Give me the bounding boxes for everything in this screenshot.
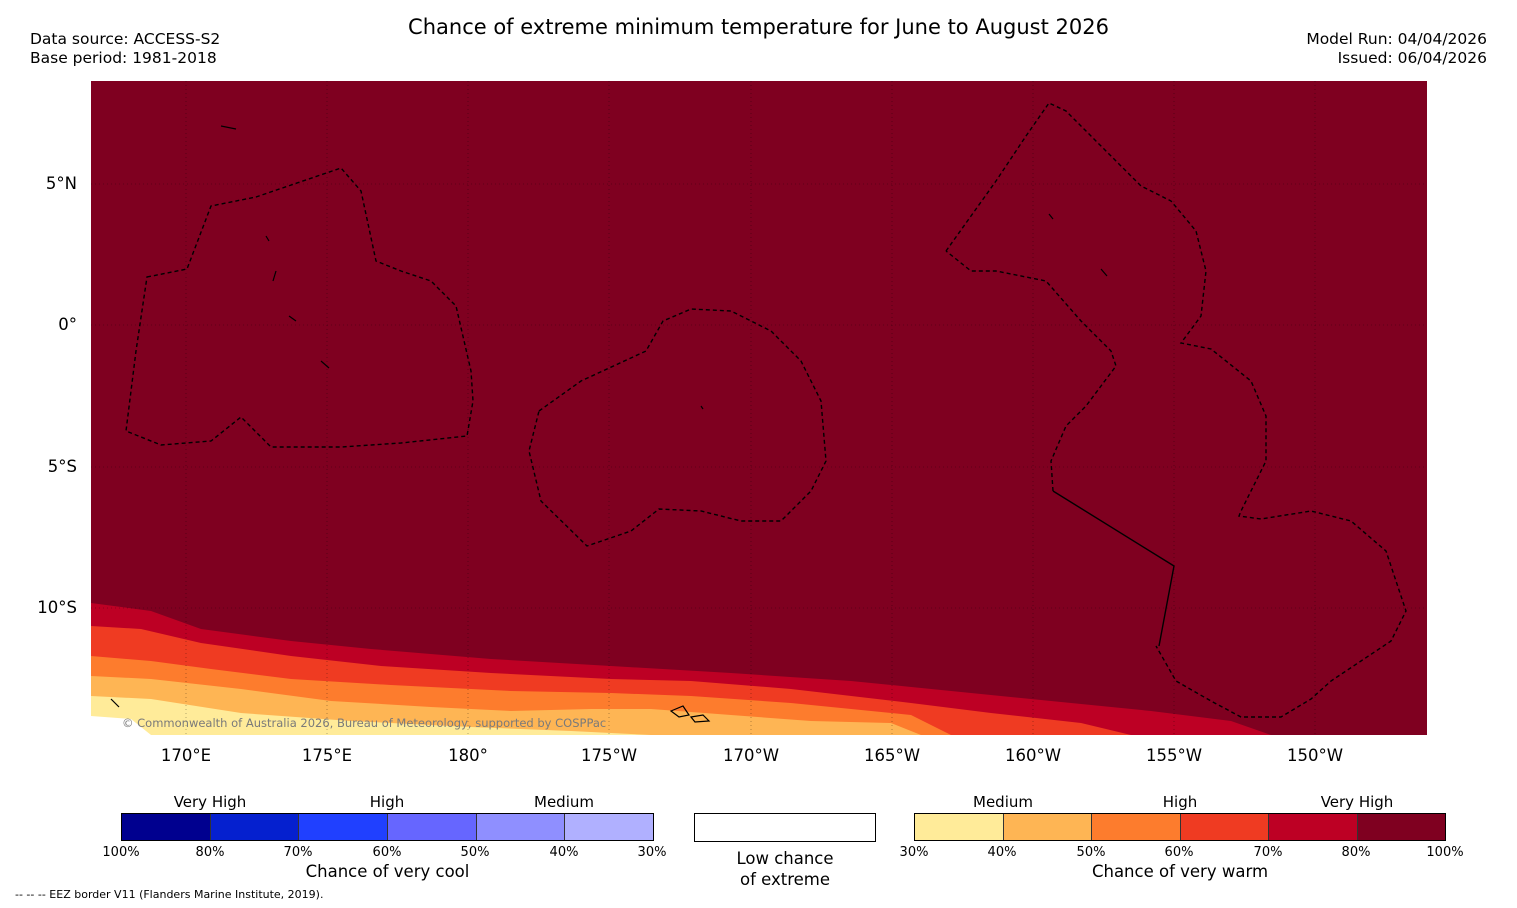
- lon-label-150w: 150°W: [1286, 746, 1344, 765]
- copyright-text: © Commonwealth of Australia 2026, Bureau…: [122, 716, 607, 730]
- lon-label-170w: 170°W: [722, 746, 780, 765]
- cool-seg-4: [388, 814, 477, 840]
- lon-label-180: 180°: [448, 746, 488, 765]
- cool-cat-very-high: Very High: [173, 793, 247, 811]
- warm-cat-very-high: Very High: [1320, 793, 1394, 811]
- low-chance-swatch: [694, 813, 876, 842]
- low-chance-line1: Low chance: [736, 849, 834, 868]
- lon-label-160w: 160°W: [1004, 746, 1062, 765]
- warm-seg-4: [1180, 814, 1269, 840]
- lat-label-5s: 5°S: [47, 457, 77, 476]
- warm-seg-1: [915, 814, 1004, 840]
- eez-solid-border: [1052, 490, 1175, 647]
- eez-borders: [125, 102, 1407, 718]
- run-info: Model Run: 04/04/2026 Issued: 06/04/2026: [1306, 30, 1487, 68]
- very-high-warm-area: [91, 81, 1427, 735]
- cool-tick-30: 30%: [637, 845, 667, 860]
- cool-caption: Chance of very cool: [305, 862, 470, 881]
- island-samoa: [669, 705, 690, 718]
- cool-seg-6: [565, 814, 654, 840]
- lat-label-10s: 10°S: [37, 598, 77, 617]
- islands: [110, 125, 1108, 723]
- lon-label-170e: 170°E: [160, 746, 212, 765]
- warm-seg-3: [1092, 814, 1181, 840]
- warm-seg-2: [1003, 814, 1092, 840]
- data-source-text: Data source: ACCESS-S2: [30, 30, 221, 48]
- eez-tokelau: [528, 308, 827, 547]
- warm-seg-6: [1357, 814, 1445, 840]
- cool-tick-50: 50%: [460, 845, 490, 860]
- lon-label-175w: 175°W: [580, 746, 638, 765]
- cool-cat-high: High: [369, 793, 405, 811]
- base-period-text: Base period: 1981-2018: [30, 49, 217, 67]
- band-low: [91, 716, 151, 735]
- cool-colorbar: [121, 813, 654, 841]
- cool-tick-40: 40%: [549, 845, 579, 860]
- warm-cat-medium: Medium: [973, 793, 1033, 811]
- warm-tick-50: 50%: [1076, 845, 1106, 860]
- cool-tick-70: 70%: [283, 845, 313, 860]
- warm-tick-60: 60%: [1164, 845, 1194, 860]
- warm-seg-5: [1269, 814, 1358, 840]
- model-run-text: Model Run: 04/04/2026: [1306, 30, 1487, 48]
- cool-seg-1: [122, 814, 211, 840]
- lon-label-175e: 175°E: [301, 746, 353, 765]
- warm-tick-100: 100%: [1426, 845, 1464, 860]
- data-info: Data source: ACCESS-S2 Base period: 1981…: [30, 30, 220, 68]
- lat-label-5n: 5°N: [45, 174, 77, 193]
- eez-kiribati-line: [945, 102, 1407, 718]
- cool-seg-3: [299, 814, 389, 840]
- warm-tick-70: 70%: [1253, 845, 1283, 860]
- eez-kiribati-west: [945, 250, 1117, 492]
- low-chance-line2: of extreme: [739, 870, 831, 889]
- warm-tick-80: 80%: [1341, 845, 1371, 860]
- cool-cat-medium: Medium: [534, 793, 594, 811]
- cool-tick-60: 60%: [372, 845, 402, 860]
- issued-text: Issued: 06/04/2026: [1337, 49, 1487, 67]
- chart-title: Chance of extreme minimum temperature fo…: [408, 15, 1109, 39]
- warm-tick-40: 40%: [987, 845, 1017, 860]
- island-samoa-2: [689, 714, 711, 723]
- map-panel: [91, 81, 1427, 735]
- warm-colorbar: [914, 813, 1446, 841]
- cool-tick-80: 80%: [195, 845, 225, 860]
- low-chance-label: Low chance of extreme: [694, 848, 876, 890]
- warm-tick-30: 30%: [899, 845, 929, 860]
- eez-kiribati-gilbert: [125, 167, 474, 448]
- lon-label-155w: 155°W: [1145, 746, 1203, 765]
- cool-tick-100: 100%: [102, 845, 140, 860]
- warm-caption: Chance of very warm: [1091, 862, 1269, 881]
- lat-label-0: 0°: [58, 315, 77, 334]
- cool-seg-2: [210, 814, 300, 840]
- lon-label-165w: 165°W: [863, 746, 921, 765]
- cool-seg-5: [476, 814, 566, 840]
- eez-footnote: -- -- -- EEZ border V11 (Flanders Marine…: [15, 888, 324, 901]
- warm-cat-high: High: [1162, 793, 1198, 811]
- band-30-40: [91, 696, 651, 735]
- map-svg: [91, 81, 1427, 735]
